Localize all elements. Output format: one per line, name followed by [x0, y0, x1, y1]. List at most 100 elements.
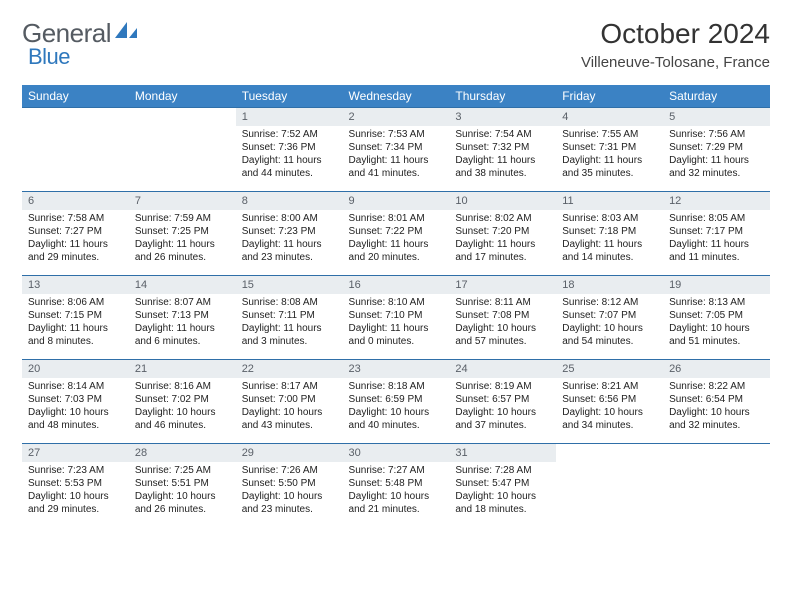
day-number: 16 — [343, 276, 450, 294]
daylight-line: Daylight: 10 hours and 48 minutes. — [28, 406, 123, 432]
calendar-cell: 8Sunrise: 8:00 AMSunset: 7:23 PMDaylight… — [236, 192, 343, 276]
sunset-line: Sunset: 7:17 PM — [669, 225, 764, 238]
day-body: Sunrise: 8:06 AMSunset: 7:15 PMDaylight:… — [22, 294, 129, 352]
sunset-line: Sunset: 7:36 PM — [242, 141, 337, 154]
sunrise-line: Sunrise: 7:56 AM — [669, 128, 764, 141]
sunset-line: Sunset: 5:53 PM — [28, 477, 123, 490]
day-number: 3 — [449, 108, 556, 126]
day-number: 11 — [556, 192, 663, 210]
sunrise-line: Sunrise: 8:03 AM — [562, 212, 657, 225]
sunset-line: Sunset: 5:51 PM — [135, 477, 230, 490]
daylight-line: Daylight: 11 hours and 0 minutes. — [349, 322, 444, 348]
day-number: 30 — [343, 444, 450, 462]
sunrise-line: Sunrise: 8:18 AM — [349, 380, 444, 393]
title-block: October 2024 Villeneuve-Tolosane, France — [581, 18, 770, 71]
sunset-line: Sunset: 6:56 PM — [562, 393, 657, 406]
sunrise-line: Sunrise: 8:02 AM — [455, 212, 550, 225]
calendar-cell: 4 Sunrise: 7:55 AMSunset: 7:31 PMDaylight… — [556, 108, 663, 192]
day-body: Sunrise: 8:16 AMSunset: 7:02 PMDaylight:… — [129, 378, 236, 436]
calendar-cell — [663, 444, 770, 528]
day-number: 29 — [236, 444, 343, 462]
sunset-line: Sunset: 7:07 PM — [562, 309, 657, 322]
sunrise-line: Sunrise: 8:06 AM — [28, 296, 123, 309]
sunset-line: Sunset: 7:10 PM — [349, 309, 444, 322]
daylight-line: Daylight: 11 hours and 3 minutes. — [242, 322, 337, 348]
sunrise-line: Sunrise: 8:08 AM — [242, 296, 337, 309]
day-number: 25 — [556, 360, 663, 378]
sunrise-line: Sunrise: 7:25 AM — [135, 464, 230, 477]
day-body: Sunrise: 7:59 AMSunset: 7:25 PMDaylight:… — [129, 210, 236, 268]
calendar-cell: 31Sunrise: 7:28 AMSunset: 5:47 PMDayligh… — [449, 444, 556, 528]
sunset-line: Sunset: 7:00 PM — [242, 393, 337, 406]
day-body: Sunrise: 7:25 AMSunset: 5:51 PMDaylight:… — [129, 462, 236, 520]
day-body: Sunrise: 8:19 AMSunset: 6:57 PMDaylight:… — [449, 378, 556, 436]
day-body: Sunrise: 7:54 AMSunset: 7:32 PMDaylight:… — [449, 126, 556, 184]
logo-text-blue: Blue — [28, 44, 70, 69]
day-number: 1 — [236, 108, 343, 126]
sunset-line: Sunset: 7:15 PM — [28, 309, 123, 322]
sunrise-line: Sunrise: 7:26 AM — [242, 464, 337, 477]
calendar-cell: 20Sunrise: 8:14 AMSunset: 7:03 PMDayligh… — [22, 360, 129, 444]
sunset-line: Sunset: 6:57 PM — [455, 393, 550, 406]
daylight-line: Daylight: 11 hours and 44 minutes. — [242, 154, 337, 180]
day-number: 20 — [22, 360, 129, 378]
day-body: Sunrise: 8:13 AMSunset: 7:05 PMDaylight:… — [663, 294, 770, 352]
daylight-line: Daylight: 10 hours and 26 minutes. — [135, 490, 230, 516]
day-number: 23 — [343, 360, 450, 378]
calendar-cell: 25Sunrise: 8:21 AMSunset: 6:56 PMDayligh… — [556, 360, 663, 444]
day-body: Sunrise: 7:27 AMSunset: 5:48 PMDaylight:… — [343, 462, 450, 520]
calendar-cell: 1Sunrise: 7:52 AMSunset: 7:36 PMDaylight… — [236, 108, 343, 192]
day-body: Sunrise: 8:21 AMSunset: 6:56 PMDaylight:… — [556, 378, 663, 436]
calendar-cell: 15Sunrise: 8:08 AMSunset: 7:11 PMDayligh… — [236, 276, 343, 360]
weekday-header: Friday — [556, 85, 663, 108]
daylight-line: Daylight: 11 hours and 6 minutes. — [135, 322, 230, 348]
sunset-line: Sunset: 7:31 PM — [562, 141, 657, 154]
calendar-cell: 7Sunrise: 7:59 AMSunset: 7:25 PMDaylight… — [129, 192, 236, 276]
sunrise-line: Sunrise: 8:17 AM — [242, 380, 337, 393]
daylight-line: Daylight: 11 hours and 35 minutes. — [562, 154, 657, 180]
sunrise-line: Sunrise: 7:53 AM — [349, 128, 444, 141]
daylight-line: Daylight: 10 hours and 37 minutes. — [455, 406, 550, 432]
daylight-line: Daylight: 10 hours and 57 minutes. — [455, 322, 550, 348]
month-title: October 2024 — [581, 18, 770, 50]
sunrise-line: Sunrise: 8:00 AM — [242, 212, 337, 225]
calendar-cell: 3Sunrise: 7:54 AMSunset: 7:32 PMDaylight… — [449, 108, 556, 192]
daylight-line: Daylight: 10 hours and 32 minutes. — [669, 406, 764, 432]
sunrise-line: Sunrise: 7:52 AM — [242, 128, 337, 141]
day-number: 14 — [129, 276, 236, 294]
calendar-cell: 2Sunrise: 7:53 AMSunset: 7:34 PMDaylight… — [343, 108, 450, 192]
day-number: 7 — [129, 192, 236, 210]
sunrise-line: Sunrise: 8:01 AM — [349, 212, 444, 225]
weekday-header: Thursday — [449, 85, 556, 108]
day-number: 12 — [663, 192, 770, 210]
sunset-line: Sunset: 7:27 PM — [28, 225, 123, 238]
calendar-cell — [556, 444, 663, 528]
calendar-head: SundayMondayTuesdayWednesdayThursdayFrid… — [22, 85, 770, 108]
day-number: 26 — [663, 360, 770, 378]
calendar-row: 20Sunrise: 8:14 AMSunset: 7:03 PMDayligh… — [22, 360, 770, 444]
day-body: Sunrise: 7:56 AMSunset: 7:29 PMDaylight:… — [663, 126, 770, 184]
calendar-cell: 14Sunrise: 8:07 AMSunset: 7:13 PMDayligh… — [129, 276, 236, 360]
sunset-line: Sunset: 7:18 PM — [562, 225, 657, 238]
day-number: 19 — [663, 276, 770, 294]
calendar-body: 1Sunrise: 7:52 AMSunset: 7:36 PMDaylight… — [22, 108, 770, 528]
sunset-line: Sunset: 7:20 PM — [455, 225, 550, 238]
sunrise-line: Sunrise: 8:10 AM — [349, 296, 444, 309]
calendar-cell — [22, 108, 129, 192]
day-body: Sunrise: 8:11 AMSunset: 7:08 PMDaylight:… — [449, 294, 556, 352]
day-body: Sunrise: 8:07 AMSunset: 7:13 PMDaylight:… — [129, 294, 236, 352]
day-number: 13 — [22, 276, 129, 294]
daylight-line: Daylight: 10 hours and 29 minutes. — [28, 490, 123, 516]
calendar-cell: 17Sunrise: 8:11 AMSunset: 7:08 PMDayligh… — [449, 276, 556, 360]
sunrise-line: Sunrise: 8:07 AM — [135, 296, 230, 309]
calendar-cell: 19Sunrise: 8:13 AMSunset: 7:05 PMDayligh… — [663, 276, 770, 360]
day-body: Sunrise: 8:14 AMSunset: 7:03 PMDaylight:… — [22, 378, 129, 436]
calendar-cell: 22Sunrise: 8:17 AMSunset: 7:00 PMDayligh… — [236, 360, 343, 444]
day-number: 4 — [556, 108, 663, 126]
sunrise-line: Sunrise: 7:55 AM — [562, 128, 657, 141]
sunset-line: Sunset: 5:47 PM — [455, 477, 550, 490]
day-number: 28 — [129, 444, 236, 462]
sunset-line: Sunset: 7:34 PM — [349, 141, 444, 154]
day-body: Sunrise: 7:52 AMSunset: 7:36 PMDaylight:… — [236, 126, 343, 184]
day-number: 24 — [449, 360, 556, 378]
